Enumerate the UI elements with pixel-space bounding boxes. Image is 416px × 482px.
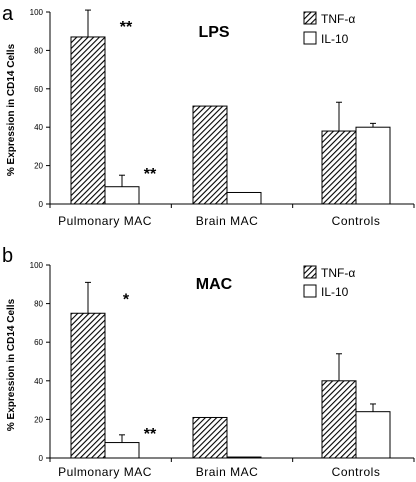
legend-swatch xyxy=(303,265,317,279)
bar xyxy=(192,416,228,459)
y-tick-label: 0 xyxy=(39,454,44,463)
bar xyxy=(226,191,262,205)
category-label: Brain MAC xyxy=(196,465,259,479)
significance-marker: ** xyxy=(120,19,133,36)
panel-letter: a xyxy=(2,3,14,25)
significance-marker: ** xyxy=(144,426,157,443)
legend-label: TNF-α xyxy=(321,12,355,26)
category-label: Pulmonary MAC xyxy=(58,214,152,228)
category-label: Controls xyxy=(332,214,381,228)
y-tick-label: 80 xyxy=(34,46,43,55)
y-tick-label: 40 xyxy=(34,123,43,132)
panel-letter: b xyxy=(2,245,13,267)
category-label: Brain MAC xyxy=(196,214,259,228)
bar xyxy=(104,442,140,459)
bar xyxy=(70,36,106,205)
significance-marker: * xyxy=(123,291,130,308)
bar xyxy=(104,186,140,205)
legend-label: IL-10 xyxy=(321,32,349,46)
bar xyxy=(321,380,357,459)
y-tick-label: 0 xyxy=(39,200,44,209)
bar xyxy=(355,411,391,459)
y-tick-label: 40 xyxy=(34,377,43,386)
y-tick-label: 20 xyxy=(34,162,43,171)
bar xyxy=(192,105,228,205)
legend-swatch xyxy=(303,284,317,298)
y-tick-label: 100 xyxy=(30,261,44,270)
legend-label: TNF-α xyxy=(321,266,355,280)
legend-swatch xyxy=(303,11,317,25)
y-tick-label: 60 xyxy=(34,338,43,347)
y-axis-label: % Expression in CD14 Cells xyxy=(6,298,17,431)
y-axis-label: % Expression in CD14 Cells xyxy=(6,43,17,176)
y-tick-label: 60 xyxy=(34,85,43,94)
panel-title: MAC xyxy=(196,276,233,293)
category-label: Controls xyxy=(332,465,381,479)
bar xyxy=(355,126,391,205)
significance-marker: ** xyxy=(144,166,157,183)
y-tick-label: 20 xyxy=(34,415,43,424)
legend-label: IL-10 xyxy=(321,285,349,299)
bar xyxy=(321,130,357,205)
y-tick-label: 100 xyxy=(30,8,44,17)
category-label: Pulmonary MAC xyxy=(58,465,152,479)
bar xyxy=(226,456,262,459)
legend-swatch xyxy=(303,31,317,45)
y-tick-label: 80 xyxy=(34,300,43,309)
panel-title: LPS xyxy=(198,24,229,41)
bar xyxy=(70,312,106,459)
